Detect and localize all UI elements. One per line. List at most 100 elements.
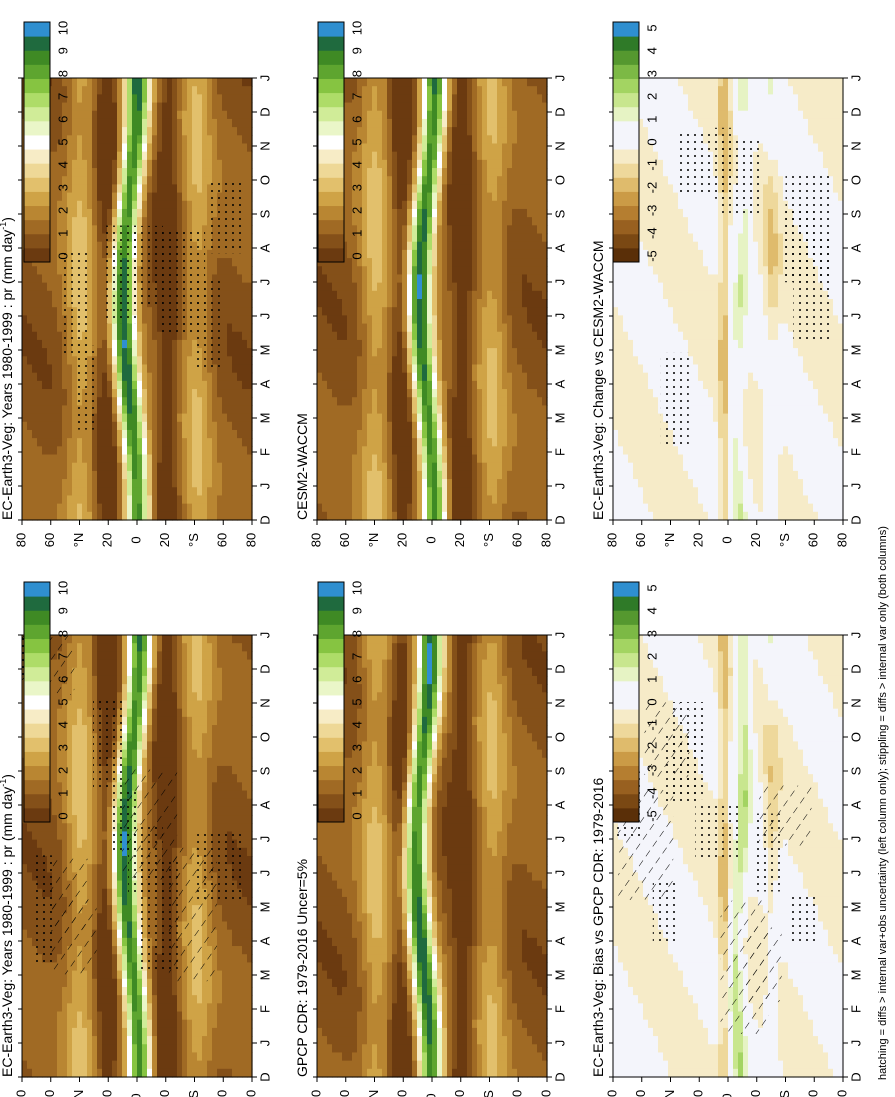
colorbar-label: 7 (55, 653, 70, 660)
colorbar-swatch (318, 134, 344, 150)
lat-label: 80 (13, 1090, 28, 1097)
colorbar-frame (23, 581, 51, 823)
colorbar-swatch (613, 666, 639, 682)
stipple-region (208, 178, 246, 254)
colorbar-label: 7 (55, 93, 70, 100)
month-label: J (257, 75, 272, 82)
colorbar-label: 4 (349, 721, 364, 728)
lat-label: 0 (719, 536, 734, 543)
month-label: J (552, 313, 567, 320)
colorbar-swatch (24, 596, 50, 611)
colorbar-swatch (318, 610, 344, 625)
colorbar-label: 2 (644, 93, 659, 100)
month-label: S (552, 209, 567, 218)
lat-label: 20 (157, 533, 172, 547)
month-label: J (848, 836, 863, 843)
colorbar-label: 3 (644, 70, 659, 77)
colorbar-label: 9 (349, 607, 364, 614)
month-label: A (257, 800, 272, 809)
stipple-region (32, 855, 53, 964)
colorbar-swatch (318, 694, 344, 710)
colorbar-label: 2 (349, 767, 364, 774)
month-label: D (257, 107, 272, 116)
month-label: J (257, 870, 272, 877)
month-label: M (552, 413, 567, 424)
lat-label: 80 (834, 533, 849, 547)
lat-label: °N (71, 1090, 86, 1097)
month-label: J (257, 483, 272, 490)
colorbar-label: -5 (644, 810, 659, 822)
colorbar-swatch (24, 233, 50, 249)
month-label: N (552, 698, 567, 707)
colorbar-swatch (24, 582, 50, 597)
month-label: A (257, 936, 272, 945)
month-label: J (257, 1040, 272, 1047)
colorbar-swatch (318, 149, 344, 164)
month-label: A (257, 243, 272, 252)
month-label: O (848, 732, 863, 742)
colorbar-swatch (318, 22, 344, 37)
lat-label: 20 (452, 1090, 467, 1097)
colorbar-swatch (613, 247, 639, 263)
stipple-region (785, 171, 833, 280)
month-label: J (848, 870, 863, 877)
lat-label: 80 (604, 1090, 619, 1097)
colorbar-label: 3 (55, 744, 70, 751)
month-label: J (257, 836, 272, 843)
colorbar-swatch (24, 751, 50, 767)
lat-label: °N (662, 1090, 677, 1097)
month-label: F (257, 1005, 272, 1013)
month-label: D (552, 107, 567, 116)
month-label: D (552, 664, 567, 673)
month-label: A (848, 800, 863, 809)
colorbar-swatch (613, 92, 639, 108)
colorbar-swatch (24, 64, 50, 79)
colorbar-swatch (613, 78, 639, 94)
month-label: F (848, 1005, 863, 1013)
month-label: J (552, 870, 567, 877)
lat-label: 60 (337, 533, 352, 547)
lat-label: °S (777, 1090, 792, 1097)
month-label: F (257, 448, 272, 456)
panel-4-field (317, 78, 548, 521)
colorbar-frame (612, 21, 640, 263)
colorbar-swatch (613, 64, 639, 79)
colorbar-swatch (24, 134, 50, 150)
colorbar-label: 3 (349, 184, 364, 191)
colorbar-swatch (613, 694, 639, 710)
colorbar-swatch (24, 36, 50, 51)
lat-label: 80 (243, 1090, 258, 1097)
colorbar-swatch (613, 765, 639, 781)
colorbar-swatch (318, 64, 344, 79)
month-label: M (257, 970, 272, 981)
colorbar-frame (23, 21, 51, 263)
lat-label: 0 (128, 1093, 143, 1097)
month-axis: D J F M A M J J A S O N D J (313, 632, 567, 1082)
lat-axis: 80 60 °N 20 0 20 °S 60 80 (604, 520, 849, 547)
month-axis: D J F M A M J J A S O N D J (609, 632, 863, 1082)
stipple-region (60, 252, 90, 358)
colorbar-label: 10 (349, 21, 364, 35)
colorbar-swatch (318, 177, 344, 192)
colorbar-label: -4 (644, 787, 659, 799)
month-label: J (552, 836, 567, 843)
month-label: J (848, 313, 863, 320)
month-axis: D J F M A M J J A S O N D J (18, 632, 272, 1082)
colorbar-swatch (318, 247, 344, 263)
colorbar-label: 5 (644, 584, 659, 591)
stipple-region (131, 225, 163, 305)
panel-title: EC-Earth3-Veg: Bias vs GPCP CDR: 1979-20… (590, 777, 606, 1077)
month-label: M (552, 345, 567, 356)
colorbar-swatch (318, 92, 344, 108)
month-label: D (848, 515, 863, 524)
colorbar-label: 0 (55, 252, 70, 259)
colorbar-swatch (613, 205, 639, 221)
month-label: S (257, 209, 272, 218)
month-label: O (257, 175, 272, 185)
colorbar-swatch (613, 191, 639, 207)
colorbar-swatch (613, 22, 639, 37)
colorbar-swatch (613, 120, 639, 136)
lat-label: 20 (395, 533, 410, 547)
